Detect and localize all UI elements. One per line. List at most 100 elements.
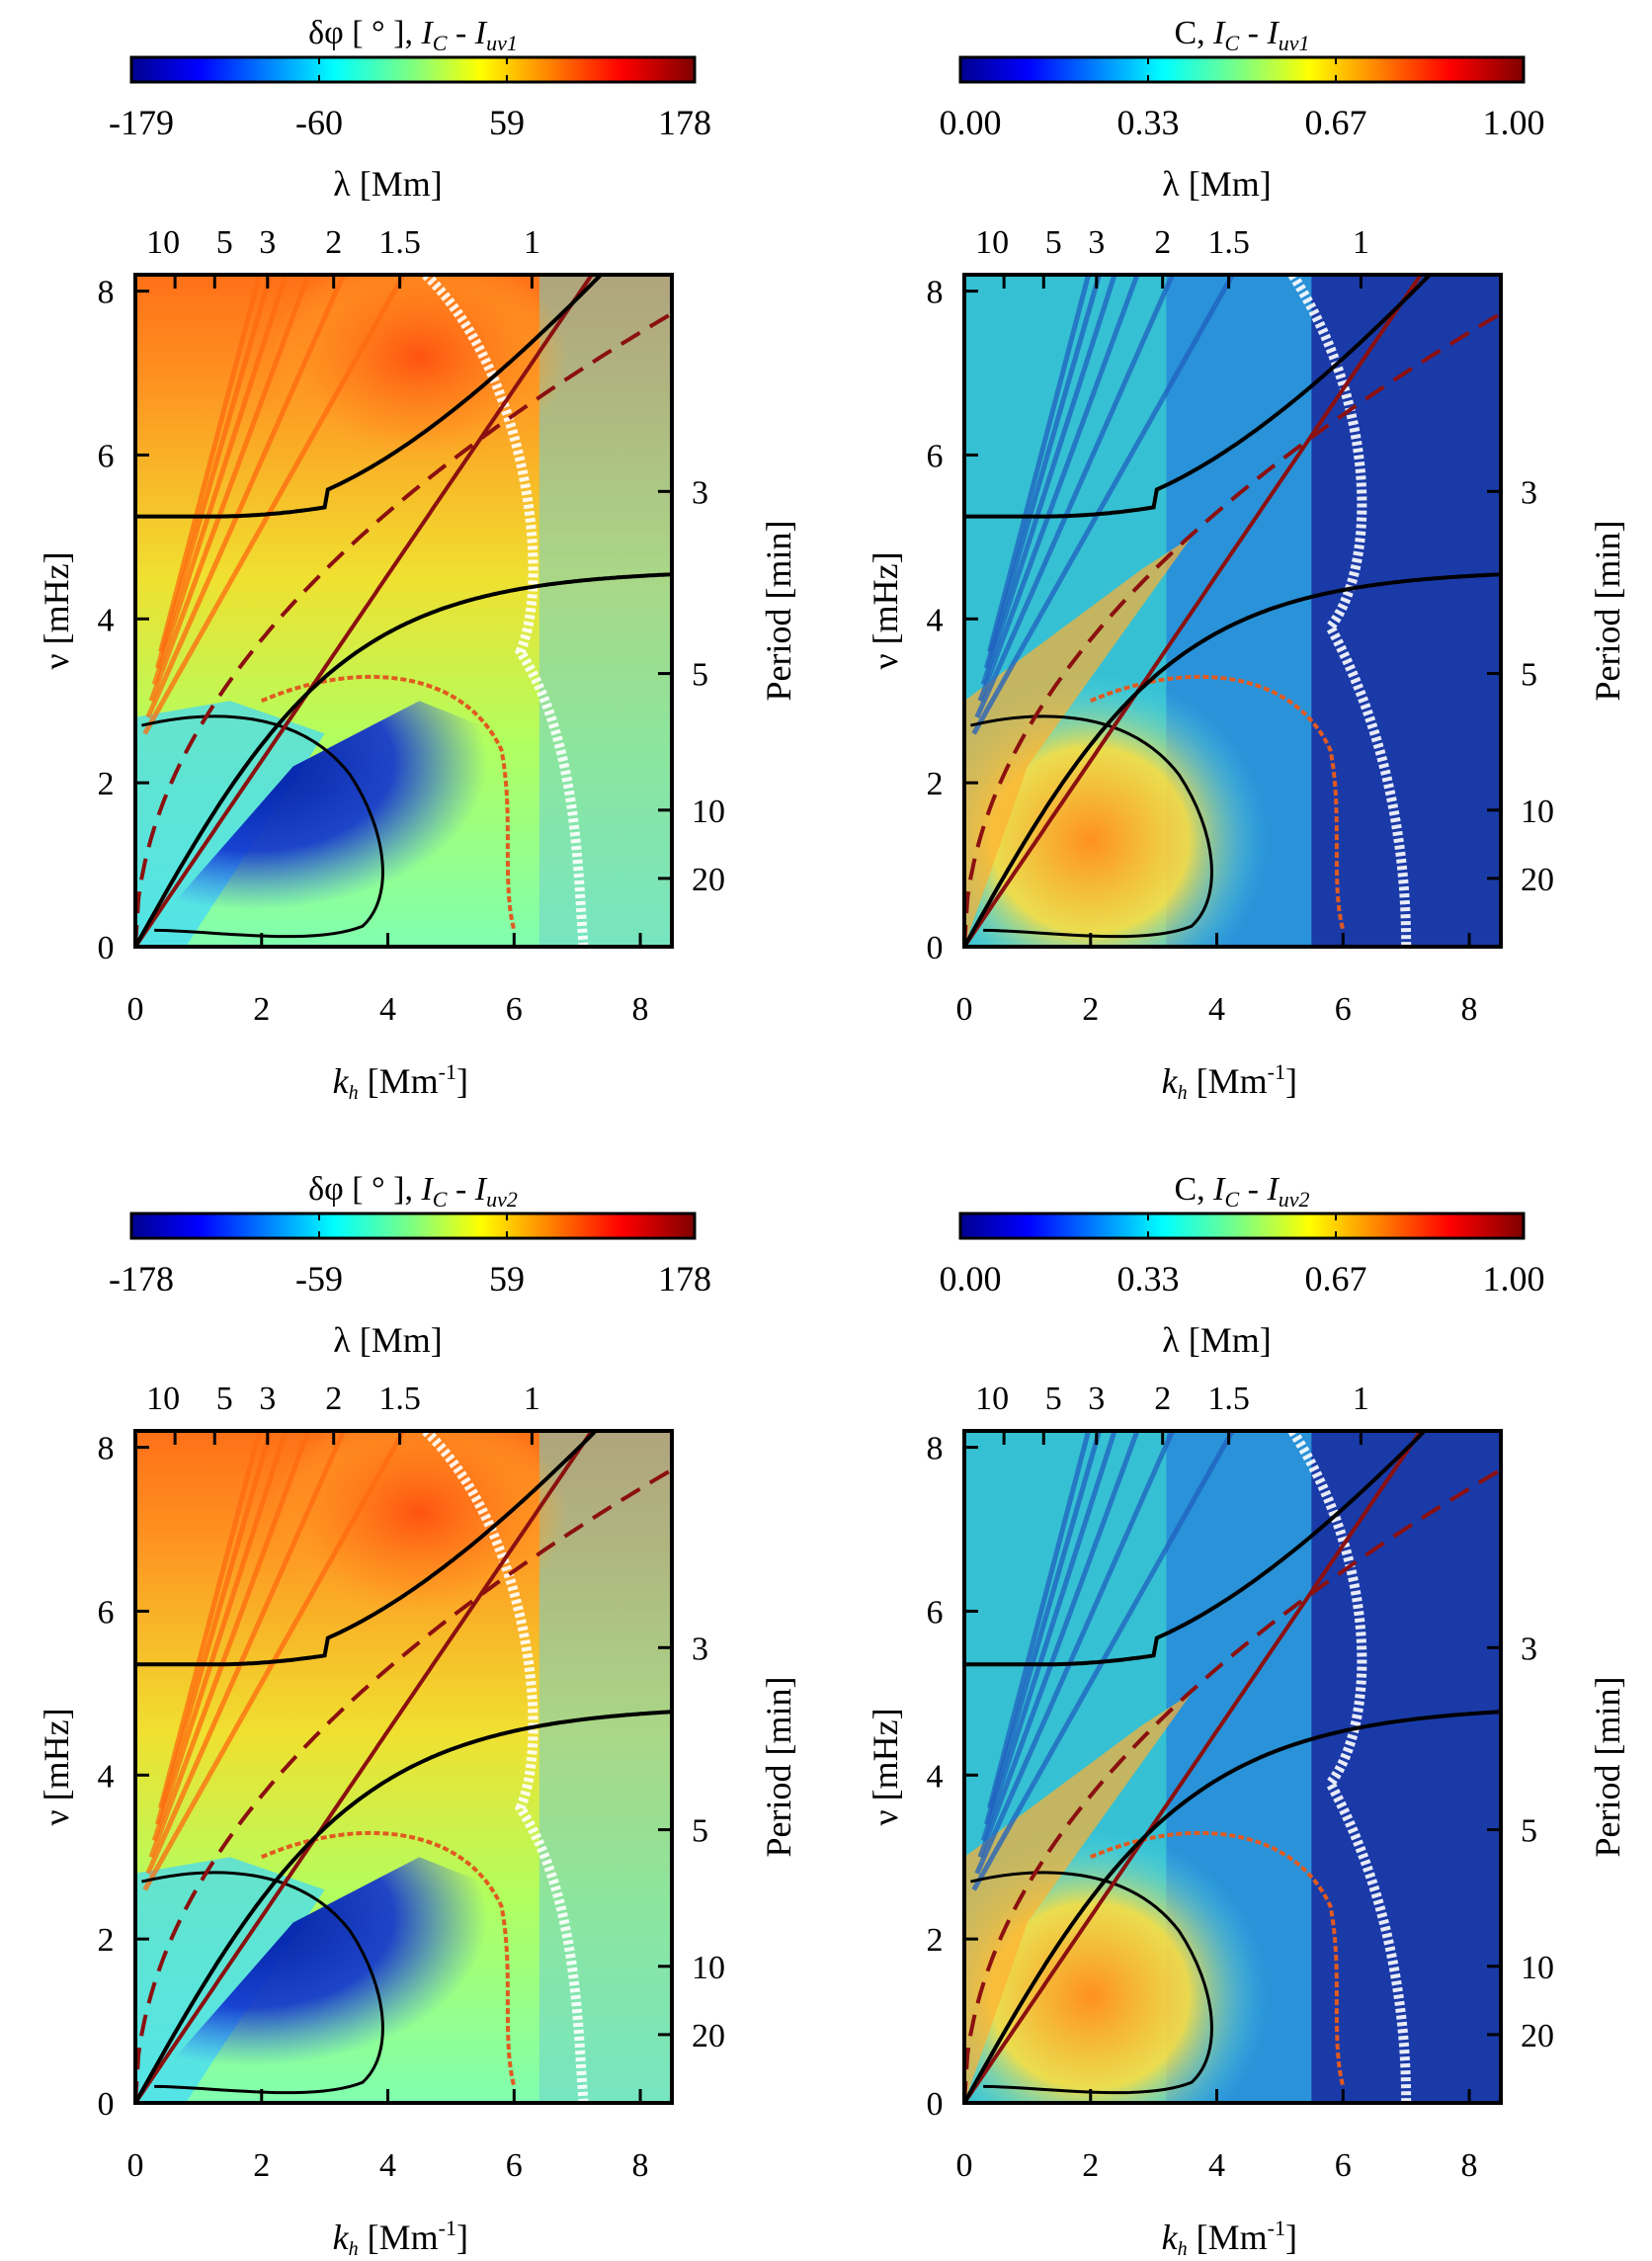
heatmap	[135, 275, 672, 947]
y-axis-label: ν [mHz]	[866, 551, 905, 669]
x2-tick-label: 3	[259, 224, 276, 261]
y-tick-label: 4	[927, 602, 944, 638]
heatmap-white-contour	[1287, 1431, 1412, 2103]
x-tick-label: 2	[253, 991, 270, 1028]
colorbar-tick-label: 0.67	[1305, 1259, 1367, 1298]
y-tick-label: 4	[98, 1758, 115, 1795]
dark-red-solid-line	[964, 275, 1424, 947]
contour-orange	[260, 1830, 517, 2087]
y2-tick-label: 20	[692, 862, 725, 898]
x2-tick-label: 3	[1088, 224, 1105, 261]
x-tick-label: 0	[127, 991, 144, 1028]
y2-tick-label: 20	[1521, 862, 1554, 898]
panel-top-right: C, IC - Iuv1 0.00 0.33 0.67 1.00 0 2 4 6 8 kh [Mm-…	[866, 15, 1627, 1104]
x2-tick-label: 3	[1088, 1381, 1105, 1417]
y-tick-label: 0	[927, 930, 944, 966]
colorbar-tick-label: 0.00	[940, 103, 1002, 142]
colorbar-tick-label: 178	[658, 103, 711, 142]
x2-tick-label: 5	[1045, 224, 1062, 261]
heatmap-ridge	[148, 275, 311, 703]
y-tick-label: 6	[927, 1594, 944, 1631]
colorbar-tick-label: 1.00	[1483, 103, 1545, 142]
y-tick-label: 0	[927, 2086, 944, 2123]
x2-axis-label: λ [Mm]	[333, 1320, 442, 1360]
heatmap	[135, 1431, 672, 2103]
colorbar-title: δφ [ ° ], IC - Iuv1	[308, 15, 518, 55]
x-axis-label: kh [Mm-1]	[1162, 2216, 1297, 2260]
y2-tick-label: 3	[692, 1631, 708, 1667]
x2-tick-label: 2	[1154, 1381, 1171, 1417]
x2-tick-label: 10	[975, 1381, 1009, 1417]
x-axis-label: kh [Mm-1]	[333, 2216, 468, 2260]
dark-red-solid-line	[135, 275, 595, 947]
heatmap-ridge	[971, 275, 1235, 735]
heatmap	[964, 1431, 1501, 2103]
y-tick-label: 2	[98, 1922, 115, 1959]
y2-tick-label: 5	[692, 657, 708, 694]
y2-tick-label: 10	[692, 1950, 725, 1986]
y-tick-label: 8	[927, 1431, 944, 1467]
heatmap	[964, 275, 1501, 947]
heatmap-negative-phase-region	[135, 1857, 528, 2103]
x-tick-label: 4	[379, 2147, 396, 2184]
black-curve-lower	[964, 572, 1501, 947]
y2-tick-label: 10	[1521, 1950, 1554, 1986]
x-tick-label: 6	[506, 991, 523, 1028]
x2-tick-label: 3	[259, 1381, 276, 1417]
heatmap-ridge	[154, 1431, 273, 1825]
colorbar-tick-label: -178	[109, 1259, 174, 1298]
y2-tick-label: 3	[1521, 1631, 1537, 1667]
x-tick-label: 8	[632, 2147, 649, 2184]
x2-tick-label: 1.5	[378, 1381, 421, 1417]
x-tick-label: 0	[127, 2147, 144, 2184]
y2-axis-label: Period [min]	[759, 1677, 798, 1858]
x2-tick-label: 5	[216, 224, 233, 261]
x-tick-label: 2	[1082, 2147, 1099, 2184]
colorbar-tick-label: 0.33	[1117, 1259, 1180, 1298]
heatmap-ridge	[983, 275, 1102, 669]
heatmap-ridge	[154, 275, 273, 669]
y-tick-label: 8	[927, 275, 944, 311]
colorbar-title: C, IC - Iuv2	[1174, 1171, 1309, 1212]
y-tick-label: 4	[98, 602, 115, 638]
panel-bottom-left: δφ [ ° ], IC - Iuv2 -178 -59 59 178 0 2 4 6 8 kh […	[37, 1171, 798, 2260]
colorbar-gradient	[129, 55, 697, 84]
y-axis-label: ν [mHz]	[37, 551, 76, 669]
colorbar-tick-label: 59	[489, 103, 525, 142]
y2-axis-label: Period [min]	[759, 521, 798, 702]
dark-red-dashed-curve	[964, 1467, 1501, 2103]
colorbar-gradient	[129, 1212, 697, 1240]
x2-axis-label: λ [Mm]	[333, 164, 442, 204]
heatmap-ridge	[974, 275, 1175, 718]
black-curve-lower	[135, 572, 672, 947]
colorbar-tick-label: 178	[658, 1259, 711, 1298]
x-axis-label: kh [Mm-1]	[1162, 1059, 1297, 1104]
heatmap-ridge	[151, 1431, 289, 1842]
black-curve-upper	[964, 275, 1433, 519]
y2-tick-label: 20	[1521, 2018, 1554, 2054]
heatmap-ridge-region	[964, 1693, 1192, 2103]
x2-tick-label: 1.5	[1207, 224, 1250, 261]
y2-tick-label: 10	[1521, 794, 1554, 830]
colorbar: δφ [ ° ], IC - Iuv1 -179 -60 59 178	[109, 15, 711, 142]
y2-axis-label: Period [min]	[1588, 521, 1627, 702]
colorbar: δφ [ ° ], IC - Iuv2 -178 -59 59 178	[109, 1171, 711, 1298]
heatmap-cyan-ramp	[135, 1857, 325, 2103]
x2-tick-label: 5	[1045, 1381, 1062, 1417]
y2-tick-label: 5	[1521, 1813, 1537, 1850]
y-axis-label: ν [mHz]	[866, 1708, 905, 1825]
heatmap-ridge	[987, 1431, 1092, 1809]
colorbar-tick-label: 0.33	[1117, 103, 1180, 142]
colorbar-tick-label: 0.00	[940, 1259, 1002, 1298]
x2-tick-label: 1.5	[378, 224, 421, 261]
heatmap-white-contour	[1287, 275, 1412, 947]
heatmap-ridge	[142, 275, 406, 735]
colorbar-title: C, IC - Iuv1	[1174, 15, 1309, 55]
colorbar-tick-label: 0.67	[1305, 103, 1367, 142]
heatmap-ridge	[148, 1431, 311, 1859]
y2-tick-label: 3	[1521, 474, 1537, 511]
heatmap-ridge	[977, 275, 1140, 703]
x2-axis-label: λ [Mm]	[1162, 1320, 1271, 1360]
x2-tick-label: 1	[524, 224, 540, 261]
